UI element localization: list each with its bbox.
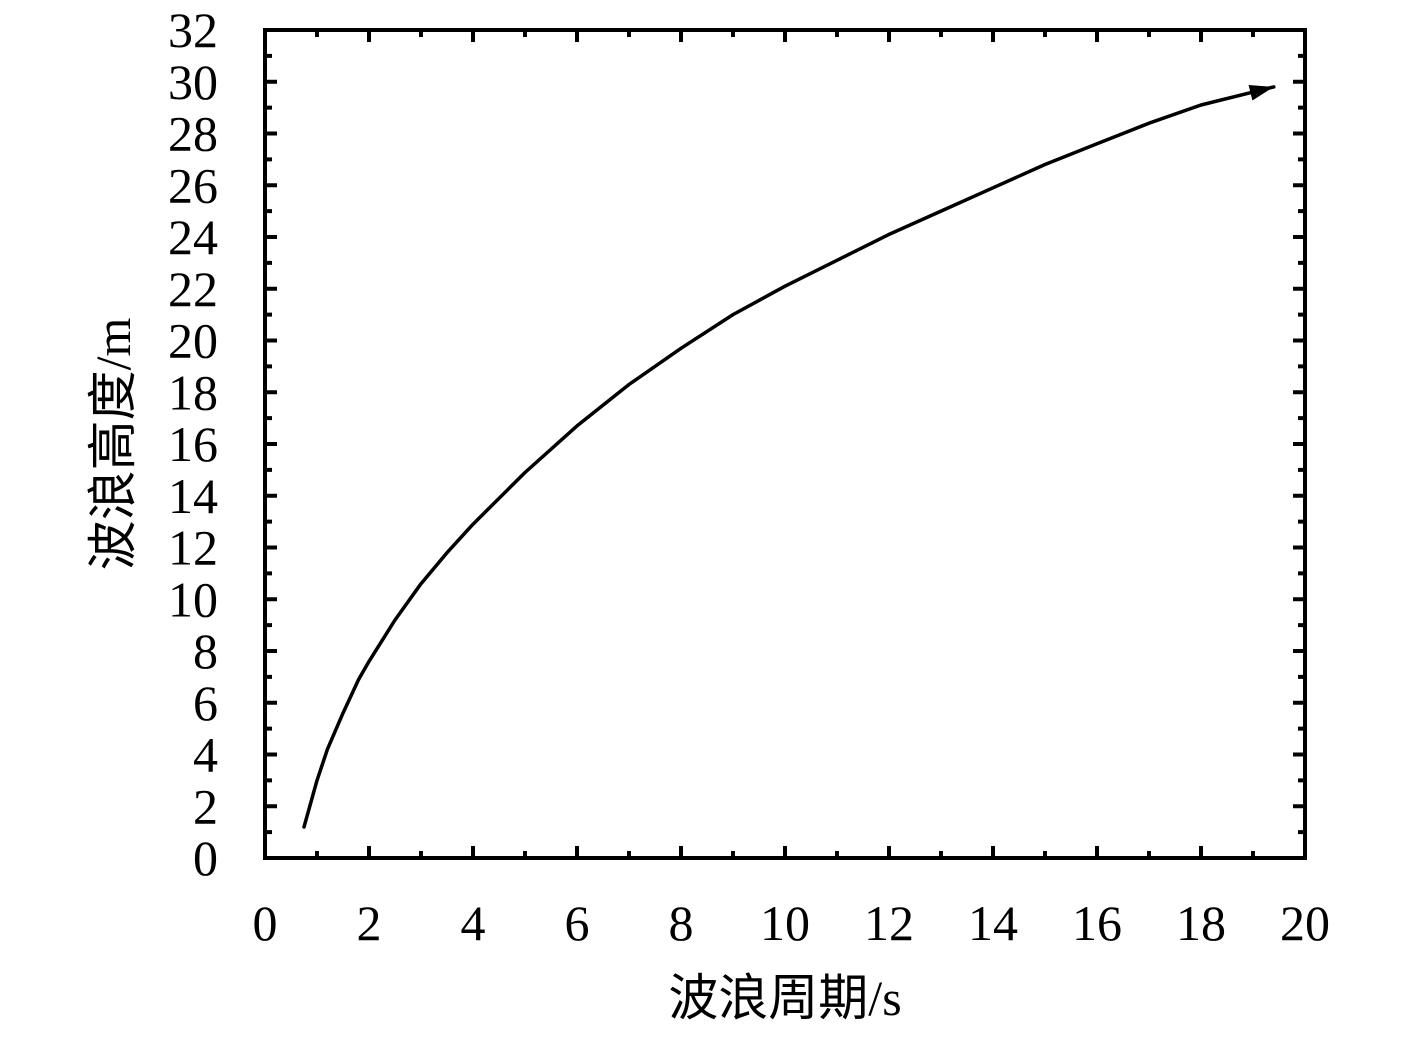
y-tick-label: 24 xyxy=(168,209,218,265)
x-tick-label: 12 xyxy=(864,895,914,951)
x-tick-label: 14 xyxy=(968,895,1018,951)
x-tick-label: 0 xyxy=(253,895,278,951)
tick-labels: 0 2 4 6 8 10 12 14 16 18 2002468101214161820222426… xyxy=(168,2,1330,951)
y-tick-label: 14 xyxy=(168,468,218,524)
y-axis-title: 波浪高度/m xyxy=(85,318,141,571)
y-tick-label: 28 xyxy=(168,106,218,162)
y-tick-label: 10 xyxy=(168,571,218,627)
y-tick-label: 30 xyxy=(168,54,218,110)
plot-frame xyxy=(263,28,1307,860)
x-tick-label: 16 xyxy=(1072,895,1122,951)
axis-ticks xyxy=(263,28,1307,860)
y-tick-label: 2 xyxy=(193,778,218,834)
y-tick-label: 0 xyxy=(193,830,218,886)
x-axis-title: 波浪周期/s xyxy=(668,970,901,1026)
x-tick-label: 8 xyxy=(669,895,694,951)
y-tick-label: 20 xyxy=(168,313,218,369)
x-tick-label: 10 xyxy=(760,895,810,951)
series-line xyxy=(302,85,1276,829)
x-tick-label: 6 xyxy=(565,895,590,951)
x-tick-label: 2 xyxy=(357,895,382,951)
y-tick-label: 6 xyxy=(193,675,218,731)
y-tick-label: 12 xyxy=(168,520,218,576)
y-tick-label: 4 xyxy=(193,727,218,783)
y-tick-label: 26 xyxy=(168,157,218,213)
x-tick-label: 4 xyxy=(461,895,486,951)
series-end-arrow xyxy=(1248,85,1274,101)
y-tick-label: 16 xyxy=(168,416,218,472)
x-tick-label: 20 xyxy=(1280,895,1330,951)
y-tick-label: 8 xyxy=(193,623,218,679)
series-layer xyxy=(302,85,1276,829)
x-tick-label: 18 xyxy=(1176,895,1226,951)
y-tick-label: 32 xyxy=(168,2,218,58)
y-tick-label: 22 xyxy=(168,261,218,317)
y-tick-label: 18 xyxy=(168,364,218,420)
